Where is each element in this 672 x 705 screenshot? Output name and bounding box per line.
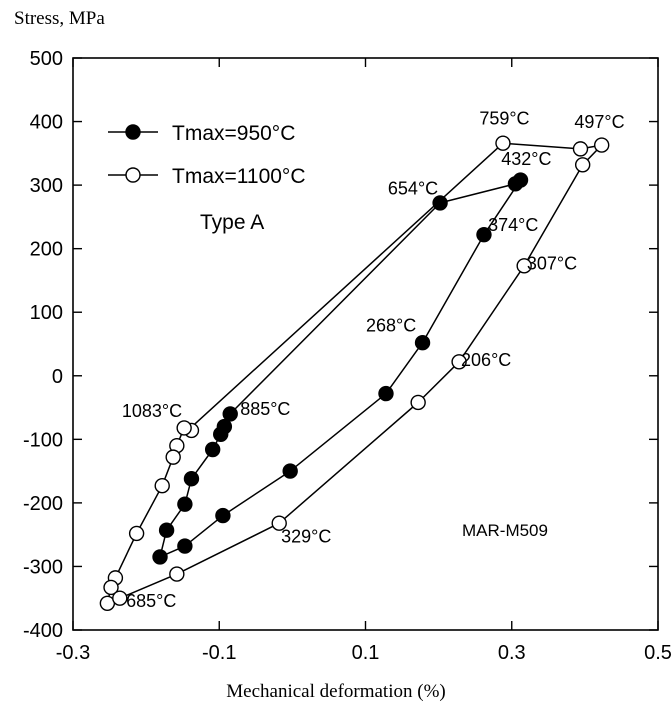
y-tick-label: 0: [52, 366, 63, 388]
legend-marker-1100: [125, 167, 141, 183]
y-tick-label: -300: [23, 556, 63, 578]
y-tick-label: 200: [30, 239, 63, 261]
x-tick-label: -0.3: [56, 642, 90, 664]
series-1-point: [103, 579, 119, 596]
y-tick-label: 500: [30, 48, 63, 70]
plot-frame-group: [72, 57, 659, 631]
temperature-label: 329°C: [281, 526, 331, 546]
legend: Tmax=950°C Tmax=1100°C: [108, 122, 306, 188]
series-group: [99, 135, 610, 612]
material-label: MAR-M509: [462, 521, 548, 540]
series-0-point: [282, 463, 298, 479]
plot-frame: [72, 57, 659, 631]
series-1-point: [451, 354, 467, 370]
series-1-point: [516, 258, 532, 274]
series-1-point: [572, 141, 589, 157]
series-0-point: [222, 406, 238, 422]
y-axis-label: Stress, MPa: [14, 8, 105, 29]
temperature-label: 654°C: [388, 179, 438, 199]
y-tick-label: 100: [30, 302, 63, 324]
temperature-label: 307°C: [527, 254, 577, 274]
series-1-point: [410, 394, 426, 411]
x-tick-label: 0.3: [498, 642, 526, 664]
series-1-point: [128, 525, 145, 542]
legend-marker-950: [125, 124, 141, 140]
type-annotation: Type A: [200, 211, 264, 234]
y-tick-label: -100: [23, 429, 63, 451]
series-1-point: [271, 515, 287, 531]
series-0-point: [158, 522, 175, 538]
temperature-label: 432°C: [501, 149, 551, 169]
series-0-point: [183, 471, 200, 487]
point-labels-group: 759°C 497°C 432°C 654°C 374°C 307°C 268°C 206°C…: [122, 109, 625, 611]
series-0-point: [476, 226, 492, 243]
series-1-point: [165, 449, 181, 465]
temperature-label: 268°C: [366, 315, 416, 335]
series-0-point: [432, 195, 448, 211]
temperature-label: 1083°C: [122, 401, 182, 421]
y-tick-label: -200: [23, 493, 63, 515]
axis-ticks-group: -400 -300 -200 -100 0 100 200 300 400 500 -0.3 -0.1…: [23, 48, 672, 664]
legend-label-1100: Tmax=1100°C: [172, 165, 306, 188]
series-0-point: [378, 385, 394, 402]
x-tick-label: 0.1: [352, 642, 380, 664]
series-0-point: [215, 507, 231, 524]
series-0-point: [414, 335, 431, 351]
legend-label-950: Tmax=950°C: [172, 122, 295, 145]
series-0-point: [177, 538, 193, 554]
series-1-point: [574, 157, 591, 173]
x-tick-label: 0.5: [644, 642, 672, 664]
x-tick-label: -0.1: [202, 642, 236, 664]
series-0-point: [213, 426, 229, 442]
temperature-label: 885°C: [240, 399, 290, 419]
y-tick-label: -400: [23, 620, 63, 642]
series-0-point: [152, 549, 168, 565]
y-tick-label: 300: [30, 175, 63, 197]
x-axis-label: Mechanical deformation (%): [226, 681, 445, 702]
temperature-label: 685°C: [126, 591, 176, 611]
temperature-label: 497°C: [574, 112, 624, 132]
series-0-point: [507, 176, 524, 192]
series-1-point: [154, 478, 170, 494]
series-1-point: [176, 420, 192, 436]
temperature-label: 206°C: [461, 350, 511, 370]
temperature-label: 759°C: [479, 109, 529, 129]
temperature-label: 374°C: [488, 215, 538, 235]
series-0-point: [177, 496, 193, 512]
series-1-point: [593, 137, 610, 153]
series-1-point: [169, 566, 185, 582]
series-1-point: [112, 590, 128, 606]
series-1-point: [495, 135, 511, 151]
series-0-point: [204, 441, 221, 458]
y-tick-label: 400: [30, 112, 63, 134]
